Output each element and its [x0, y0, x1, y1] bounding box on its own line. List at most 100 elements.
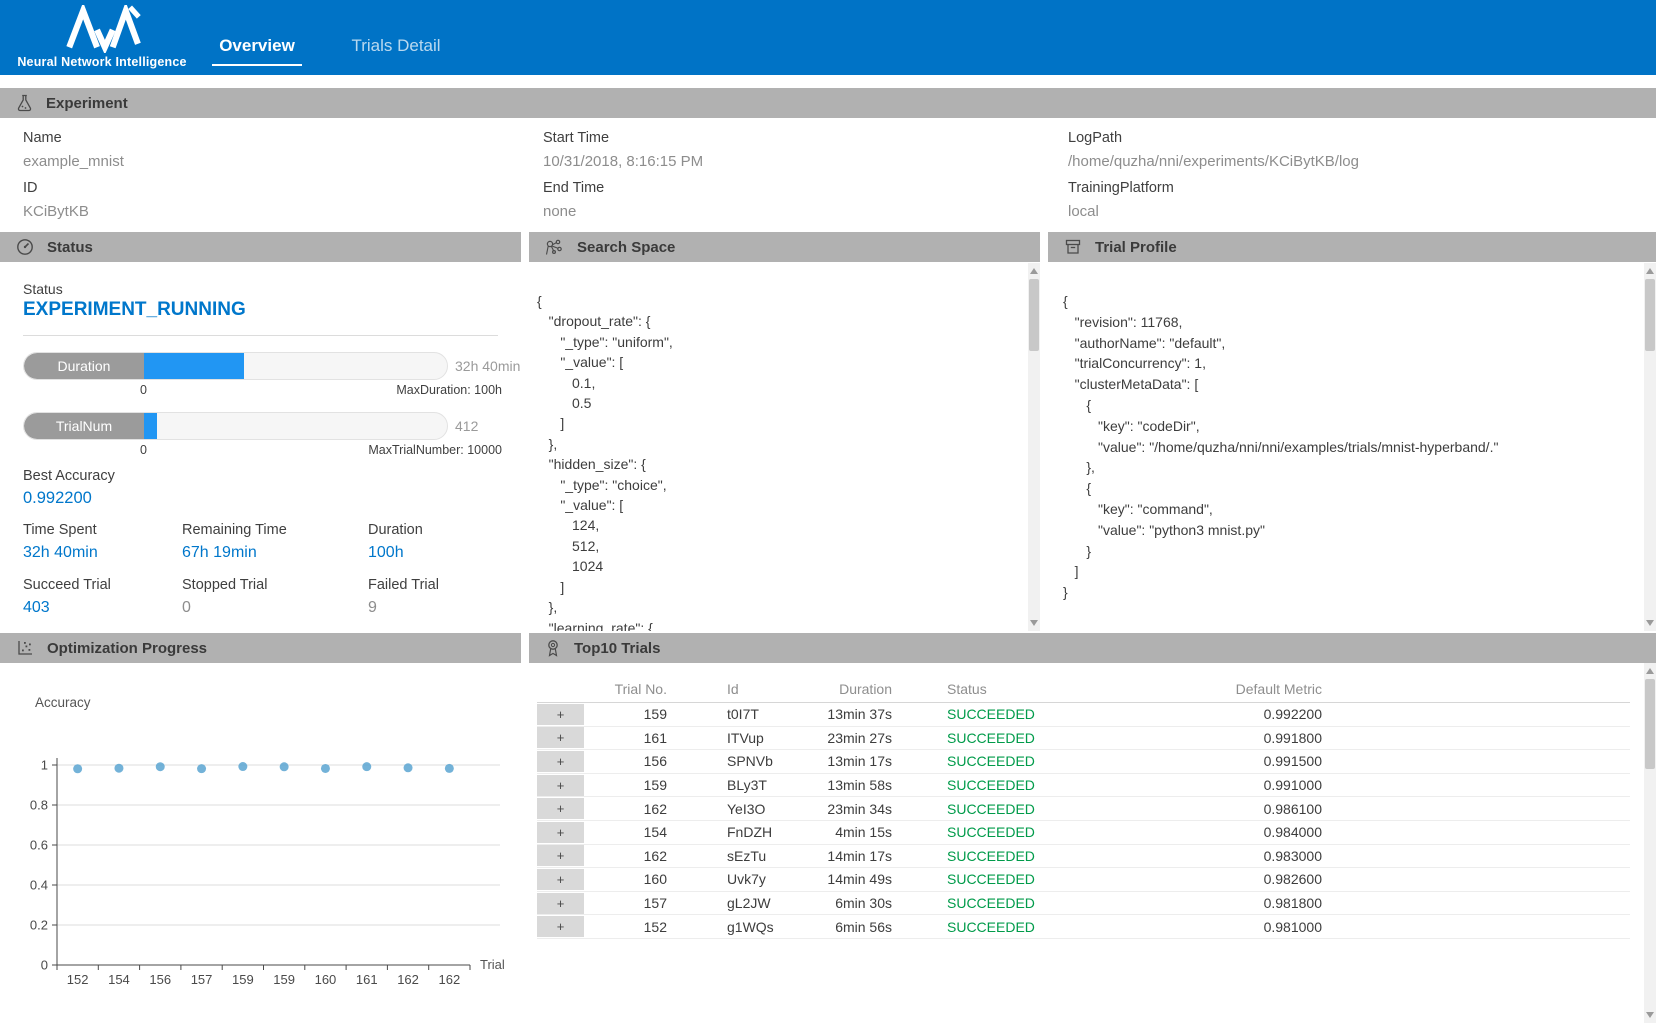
- metric-cell: 0.983000: [1057, 848, 1327, 864]
- metric-value: 0: [182, 599, 267, 617]
- expand-cell: +: [537, 822, 592, 843]
- scrollbar-thumb[interactable]: [1029, 279, 1039, 351]
- expand-row-button[interactable]: +: [537, 822, 584, 843]
- y-tick-label: 1: [41, 758, 48, 773]
- metric-stopped-trial: Stopped Trial 0: [182, 577, 267, 617]
- top10-scrollbar[interactable]: [1644, 663, 1656, 1023]
- expand-row-button[interactable]: +: [537, 845, 584, 866]
- scatter-point[interactable]: [404, 763, 413, 772]
- field-value: 10/31/2018, 8:16:15 PM: [543, 153, 703, 170]
- scrollbar-thumb[interactable]: [1645, 279, 1655, 351]
- scatter-point[interactable]: [362, 762, 371, 771]
- tab-trials-detail[interactable]: Trials Detail: [338, 36, 454, 66]
- field-value: /home/quzha/nni/experiments/KCiBytKB/log: [1068, 153, 1359, 170]
- field-label: Name: [23, 130, 124, 146]
- search-space-scrollbar[interactable]: [1028, 263, 1040, 631]
- field-value: example_mnist: [23, 153, 124, 170]
- scroll-down-arrow-icon[interactable]: [1646, 620, 1654, 626]
- expand-row-button[interactable]: +: [537, 893, 584, 914]
- optimization-section-header: Optimization Progress: [0, 633, 521, 663]
- field-label: Start Time: [543, 130, 703, 146]
- x-tick-label: 156: [149, 972, 171, 987]
- id-cell: SPNVb: [672, 753, 812, 769]
- id-cell: YeI3O: [672, 801, 812, 817]
- tab-overview[interactable]: Overview: [212, 36, 302, 66]
- trial-profile-panel: { "revision": 11768, "authorName": "defa…: [1048, 262, 1644, 631]
- metric-remaining-time: Remaining Time 67h 19min: [182, 522, 287, 562]
- table-row: +152g1WQs6min 56sSUCCEEDED0.981000: [537, 915, 1630, 939]
- expand-row-button[interactable]: +: [537, 916, 584, 937]
- flask-icon: [16, 94, 33, 112]
- x-tick-label: 160: [315, 972, 337, 987]
- metric-cell: 0.984000: [1057, 824, 1327, 840]
- metric-label: Time Spent: [23, 522, 98, 538]
- experiment-col-2: Start Time 10/31/2018, 8:16:15 PM End Ti…: [543, 130, 703, 230]
- scroll-up-arrow-icon[interactable]: [1646, 668, 1654, 674]
- metric-cell: 0.986100: [1057, 801, 1327, 817]
- id-cell: Uvk7y: [672, 871, 812, 887]
- expand-cell: +: [537, 751, 592, 772]
- expand-row-button[interactable]: +: [537, 727, 584, 748]
- metric-cell: 0.991800: [1057, 730, 1327, 746]
- duration-cell: 13min 37s: [812, 706, 897, 722]
- scroll-up-arrow-icon[interactable]: [1030, 268, 1038, 274]
- scroll-down-arrow-icon[interactable]: [1646, 1012, 1654, 1018]
- scatter-point[interactable]: [156, 762, 165, 771]
- metric-label: Succeed Trial: [23, 577, 111, 593]
- trial-profile-section-title: Trial Profile: [1095, 239, 1177, 256]
- y-tick-label: 0.4: [30, 878, 48, 893]
- field-label: TrainingPlatform: [1068, 180, 1359, 196]
- expand-row-button[interactable]: +: [537, 704, 584, 725]
- scatter-point[interactable]: [197, 764, 206, 773]
- trial-no-cell: 159: [592, 706, 672, 722]
- table-row: +162sEzTu14min 17sSUCCEEDED0.983000: [537, 845, 1630, 869]
- id-cell: t0I7T: [672, 706, 812, 722]
- expand-row-button[interactable]: +: [537, 751, 584, 772]
- trial-profile-scrollbar[interactable]: [1644, 263, 1656, 631]
- x-axis-title: Trial: [480, 957, 505, 972]
- scatter-point[interactable]: [114, 764, 123, 773]
- scroll-up-arrow-icon[interactable]: [1646, 268, 1654, 274]
- scrollbar-thumb[interactable]: [1645, 679, 1655, 769]
- id-cell: sEzTu: [672, 848, 812, 864]
- trial-no-cell: 152: [592, 919, 672, 935]
- scatter-point[interactable]: [73, 764, 82, 773]
- x-tick-label: 162: [438, 972, 460, 987]
- scatter-point[interactable]: [445, 764, 454, 773]
- scatter-point[interactable]: [321, 764, 330, 773]
- duration-progress-bar: Duration: [23, 352, 448, 380]
- col-id: Id: [672, 681, 812, 697]
- col-duration: Duration: [812, 681, 897, 697]
- table-row: +156SPNVb13min 17sSUCCEEDED0.991500: [537, 750, 1630, 774]
- y-tick-label: 0: [41, 958, 48, 973]
- expand-row-button[interactable]: +: [537, 869, 584, 890]
- x-tick-label: 162: [397, 972, 419, 987]
- id-cell: FnDZH: [672, 824, 812, 840]
- table-row: +162YeI3O23min 34sSUCCEEDED0.986100: [537, 797, 1630, 821]
- duration-min-tick: 0: [140, 383, 147, 397]
- duration-cell: 23min 27s: [812, 730, 897, 746]
- duration-cell: 6min 56s: [812, 919, 897, 935]
- duration-cell: 14min 49s: [812, 871, 897, 887]
- metric-cell: 0.981800: [1057, 895, 1327, 911]
- scroll-down-arrow-icon[interactable]: [1030, 620, 1038, 626]
- expand-cell: +: [537, 893, 592, 914]
- expand-cell: +: [537, 727, 592, 748]
- scatter-point[interactable]: [238, 762, 247, 771]
- expand-row-button[interactable]: +: [537, 775, 584, 796]
- scatter-point[interactable]: [280, 762, 289, 771]
- metric-succeed-trial: Succeed Trial 403: [23, 577, 111, 617]
- expand-row-button[interactable]: +: [537, 798, 584, 819]
- metric-value: 100h: [368, 544, 423, 562]
- duration-max-tick: MaxDuration: 100h: [320, 383, 502, 397]
- col-trial-no: Trial No.: [592, 681, 672, 697]
- trial-no-cell: 154: [592, 824, 672, 840]
- top10-section-title: Top10 Trials: [574, 640, 660, 657]
- field-value: local: [1068, 203, 1359, 220]
- status-label: Status: [23, 281, 63, 297]
- duration-cell: 4min 15s: [812, 824, 897, 840]
- metric-cell: 0.992200: [1057, 706, 1327, 722]
- top10-table-header: Trial No. Id Duration Status Default Met…: [537, 676, 1630, 703]
- search-space-panel: { "dropout_rate": { "_type": "uniform", …: [529, 262, 1028, 631]
- experiment-col-1: Name example_mnist ID KCiBytKB: [23, 130, 124, 230]
